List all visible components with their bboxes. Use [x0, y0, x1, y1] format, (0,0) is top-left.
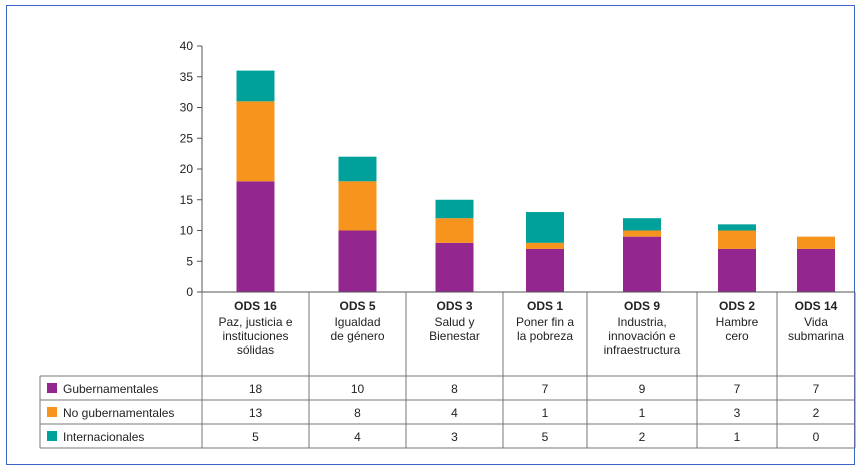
- bar-gubernamentales: [236, 181, 275, 292]
- category-name: Vida: [804, 315, 828, 329]
- table-cell-value: 13: [249, 406, 263, 420]
- category-name: instituciones: [222, 329, 288, 343]
- table-cell-value: 7: [813, 382, 820, 396]
- table-cell-value: 7: [734, 382, 741, 396]
- legend-label: Gubernamentales: [63, 382, 158, 396]
- legend-swatch: [47, 407, 57, 417]
- table-cell-value: 5: [542, 430, 549, 444]
- bar-internacionales: [623, 218, 661, 231]
- chart-frame: [6, 5, 855, 465]
- category-name: Hambre: [716, 315, 759, 329]
- category-code: ODS 16: [234, 299, 277, 313]
- category-name: de género: [330, 329, 384, 343]
- y-tick-label: 40: [180, 39, 194, 53]
- table-cell-value: 1: [639, 406, 646, 420]
- category-name: infraestructura: [604, 343, 681, 357]
- category-name: Paz, justicia e: [218, 315, 292, 329]
- bar-no-gubernamentales: [718, 230, 756, 249]
- y-tick-label: 35: [180, 70, 194, 84]
- category-code: ODS 5: [339, 299, 375, 313]
- category-name: Bienestar: [429, 329, 480, 343]
- category-code: ODS 14: [795, 299, 838, 313]
- category-code: ODS 1: [527, 299, 563, 313]
- category-name: Igualdad: [334, 315, 380, 329]
- table-cell-value: 10: [351, 382, 365, 396]
- bar-gubernamentales: [435, 242, 474, 292]
- y-tick-label: 5: [186, 254, 193, 268]
- table-cell-value: 1: [734, 430, 741, 444]
- y-tick-label: 25: [180, 131, 194, 145]
- table-cell-value: 8: [451, 382, 458, 396]
- bar-no-gubernamentales: [526, 242, 564, 249]
- table-cell-value: 1: [542, 406, 549, 420]
- bar-gubernamentales: [797, 248, 835, 292]
- bar-internacionales: [338, 156, 377, 182]
- category-name: la pobreza: [517, 329, 573, 343]
- bar-no-gubernamentales: [236, 101, 275, 182]
- y-tick-label: 20: [180, 162, 194, 176]
- y-tick-label: 10: [180, 224, 194, 238]
- table-cell-value: 4: [354, 430, 361, 444]
- category-name: Poner fin a: [516, 315, 574, 329]
- table-cell-value: 5: [252, 430, 259, 444]
- bar-gubernamentales: [338, 230, 377, 292]
- category-name: Industria,: [617, 315, 666, 329]
- table-cell-value: 4: [451, 406, 458, 420]
- bar-internacionales: [718, 224, 756, 231]
- bar-gubernamentales: [718, 248, 756, 292]
- table-cell-value: 18: [249, 382, 263, 396]
- bar-gubernamentales: [623, 236, 661, 292]
- bar-gubernamentales: [526, 248, 564, 292]
- bar-no-gubernamentales: [623, 230, 661, 237]
- table-cell-value: 2: [639, 430, 646, 444]
- table-cell-value: 2: [813, 406, 820, 420]
- table-cell-value: 8: [354, 406, 361, 420]
- y-tick-label: 30: [180, 101, 194, 115]
- category-code: ODS 9: [624, 299, 660, 313]
- bar-internacionales: [435, 199, 474, 219]
- bar-no-gubernamentales: [435, 218, 474, 243]
- category-name: cero: [725, 329, 749, 343]
- y-tick-label: 0: [186, 285, 193, 299]
- legend-label: No gubernamentales: [63, 406, 174, 420]
- table-cell-value: 3: [451, 430, 458, 444]
- category-code: ODS 3: [436, 299, 472, 313]
- table-cell-value: 7: [542, 382, 549, 396]
- legend-swatch: [47, 431, 57, 441]
- category-code: ODS 2: [719, 299, 755, 313]
- legend-swatch: [47, 383, 57, 393]
- bar-no-gubernamentales: [797, 236, 835, 249]
- table-cell-value: 3: [734, 406, 741, 420]
- bar-internacionales: [526, 212, 564, 243]
- category-name: submarina: [788, 329, 844, 343]
- y-tick-label: 15: [180, 193, 194, 207]
- table-cell-value: 0: [813, 430, 820, 444]
- legend-label: Internacionales: [63, 430, 144, 444]
- table-cell-value: 9: [639, 382, 646, 396]
- bar-no-gubernamentales: [338, 181, 377, 231]
- bar-internacionales: [236, 70, 275, 102]
- category-name: sólidas: [237, 343, 274, 357]
- category-name: Salud y: [434, 315, 474, 329]
- category-name: innovación e: [608, 329, 676, 343]
